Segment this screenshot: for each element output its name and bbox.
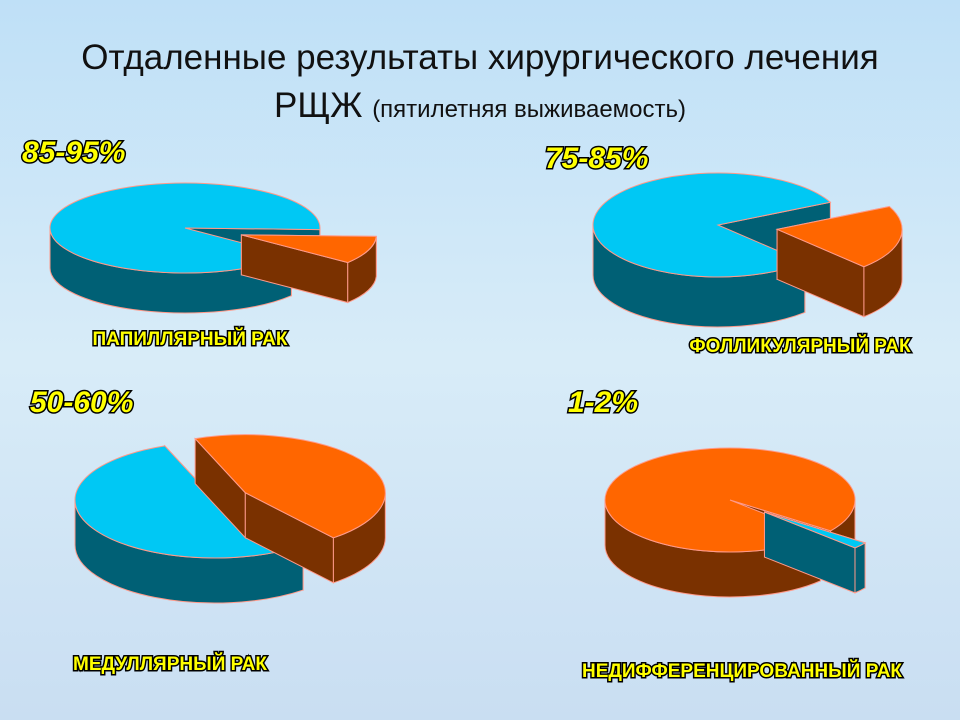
percent-label: 50-60%	[30, 386, 133, 419]
slide-subtitle: РЩЖ (пятилетняя выживаемость)	[0, 86, 960, 126]
percent-label: 75-85%	[545, 142, 648, 175]
slice-top	[194, 434, 386, 539]
slice-top	[592, 172, 832, 278]
pie-caption: ПАПИЛЛЯРНЫЙ РАК	[92, 328, 287, 350]
subtitle-note: (пятилетняя выживаемость)	[372, 96, 687, 123]
slice-wall	[854, 542, 866, 594]
slice-top	[241, 234, 377, 264]
slice-top	[764, 511, 867, 549]
subtitle: РЩЖ	[273, 86, 363, 125]
pie-slice	[194, 434, 386, 584]
pie-slice	[775, 205, 903, 318]
percent-label: 85-95%	[22, 136, 125, 169]
pie-caption: ФОЛЛИКУЛЯРНЫЙ РАК	[689, 335, 911, 357]
pie-caption: МЕДУЛЛЯРНЫЙ РАК	[73, 653, 267, 675]
percent-label: 1-2%	[568, 386, 638, 419]
pie-slice	[763, 511, 867, 594]
pie-slice	[240, 234, 377, 304]
pie-caption: НЕДИФФЕРЕНЦИРОВАННЫЙ РАК	[582, 660, 902, 682]
slice-top	[775, 206, 903, 268]
slide-title: Отдаленные результаты хирургического леч…	[81, 38, 879, 77]
